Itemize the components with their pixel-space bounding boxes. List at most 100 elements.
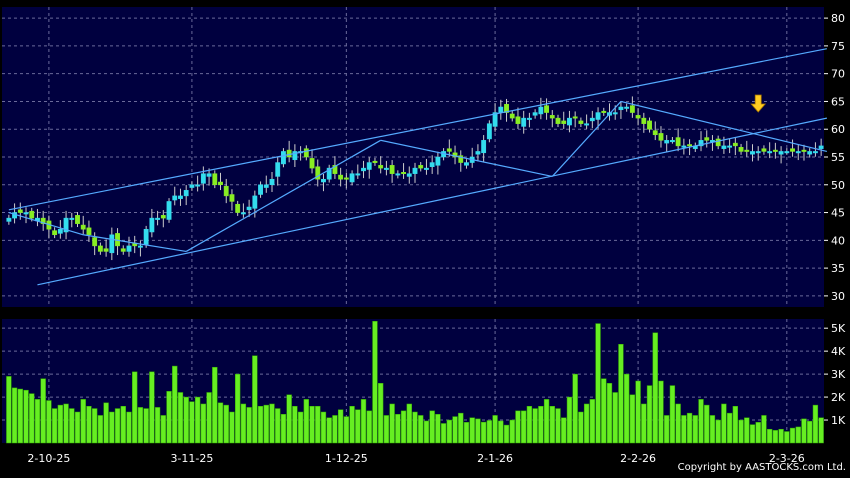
copyright-text: Copyright by AASTOCKS.com Ltd. [677, 462, 846, 473]
candle-body [258, 184, 263, 195]
volume-bar [595, 323, 601, 444]
volume-bar [372, 321, 378, 444]
volume-bar [463, 422, 470, 444]
candle-body [349, 173, 355, 183]
volume-bar [532, 408, 538, 444]
candle-body [446, 148, 452, 152]
volume-bar [538, 406, 544, 444]
candle-body [269, 178, 275, 186]
candle-body [475, 151, 481, 155]
volume-bar [34, 399, 41, 444]
volume-bar [686, 412, 693, 444]
candle-body [361, 167, 366, 172]
price-tick-label: 75 [831, 40, 845, 53]
volume-bar [492, 415, 498, 444]
volume-bar [589, 399, 595, 444]
volume-bar [412, 411, 418, 444]
volume-bar [355, 409, 361, 444]
candle-body [218, 181, 223, 186]
volume-bar [583, 403, 590, 444]
volume-bar [400, 410, 407, 444]
volume-bar [114, 408, 121, 444]
volume-bar [789, 427, 796, 444]
volume-bar [229, 411, 235, 444]
volume-bar [194, 396, 201, 444]
candle-body [509, 113, 515, 119]
volume-bar [280, 414, 287, 444]
volume-tick-label: 2K [831, 391, 846, 404]
volume-bar [11, 387, 18, 444]
candle-body [526, 117, 532, 120]
volume-bar [360, 399, 367, 444]
candle-body [109, 234, 115, 254]
candle-body [372, 160, 378, 163]
volume-bar [446, 419, 452, 444]
candle-body [406, 173, 412, 177]
trendline [185, 139, 381, 252]
candle-body [126, 245, 132, 252]
volume-bar [366, 410, 372, 444]
volume-tick-label: 1K [831, 414, 846, 427]
candle-body [555, 117, 561, 124]
volume-bar [315, 406, 321, 444]
volume-bar [217, 402, 224, 444]
volume-bar [69, 408, 75, 444]
volume-bar [143, 408, 149, 444]
candle-body [315, 166, 321, 180]
candle-body [567, 117, 572, 126]
volume-bar [469, 417, 475, 444]
price-tick-label: 40 [831, 234, 845, 247]
volume-tick-label: 3K [831, 368, 846, 381]
candle-body [486, 123, 492, 140]
candle-body [355, 173, 361, 176]
candle-body [424, 167, 429, 170]
volume-bar [812, 404, 819, 444]
volume-bar [200, 403, 207, 444]
volume-bar [303, 399, 309, 444]
volume-bar [772, 430, 779, 444]
candle-body [86, 227, 92, 236]
candle-body [338, 174, 344, 180]
candle-body [772, 149, 778, 152]
volume-bar [246, 407, 252, 444]
candle-body [6, 217, 12, 222]
volume-bar [332, 415, 338, 444]
volume-bar [406, 403, 412, 444]
volume-bar [63, 403, 69, 444]
volume-bars [6, 321, 824, 444]
candle-body [418, 165, 424, 169]
candle-body [195, 184, 201, 187]
volume-bar [744, 417, 750, 444]
volume-bar [383, 415, 390, 444]
candle-body [458, 155, 464, 163]
candle-body [160, 215, 166, 219]
candle-body [206, 173, 212, 177]
candle-body [790, 148, 795, 152]
volume-bar [235, 373, 241, 444]
candle-body [601, 110, 607, 113]
volume-bar [109, 411, 115, 444]
candle-body [326, 167, 332, 180]
candle-body [275, 162, 281, 177]
candle-body [120, 248, 126, 252]
volume-bar [435, 414, 441, 444]
candle-body [75, 215, 80, 224]
volume-bar [767, 428, 773, 444]
volume-bar [206, 392, 212, 444]
candle-body [138, 245, 143, 248]
candle-body [172, 195, 178, 201]
volume-bar [103, 402, 109, 444]
volume-bar [23, 389, 29, 444]
date-axis: 2-10-25 3-11-25 1-12-25 2-1-26 2-2-26 2-3-26 [27, 452, 804, 465]
volume-bar [40, 378, 46, 444]
volume-bar [555, 408, 561, 444]
candle-body [429, 162, 435, 167]
candle-body [727, 145, 733, 148]
candle-body [401, 172, 406, 175]
candle-body [795, 151, 801, 154]
volume-bar [257, 406, 264, 444]
trendline [620, 100, 828, 153]
volume-bar [269, 403, 275, 444]
volume-bar [177, 392, 184, 444]
candle-body [818, 145, 824, 149]
